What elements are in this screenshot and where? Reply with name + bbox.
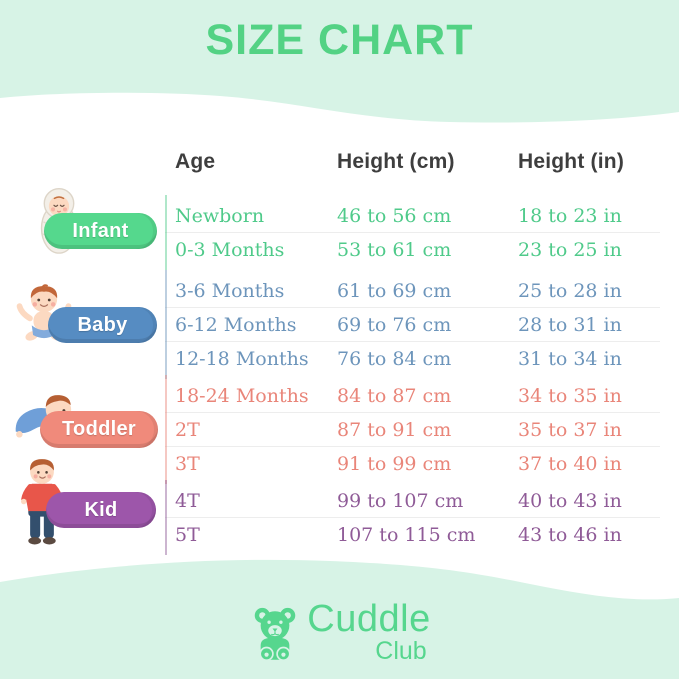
cell-age: 5T bbox=[175, 523, 200, 546]
kid-rows: 4T 99 to 107 cm 40 to 43 in 5T 107 to 11… bbox=[165, 480, 660, 555]
cell-height-cm: 99 to 107 cm bbox=[337, 489, 464, 512]
cell-height-in: 43 to 46 in bbox=[518, 523, 622, 546]
cell-height-cm: 84 to 87 cm bbox=[337, 384, 452, 407]
cell-height-in: 35 to 37 in bbox=[518, 418, 622, 441]
group-accent-line bbox=[165, 195, 167, 270]
table-row: 18-24 Months 84 to 87 cm 34 to 35 in bbox=[165, 379, 660, 412]
table-row: 3T 91 to 99 cm 37 to 40 in bbox=[165, 446, 660, 480]
column-header-height-cm: Height (cm) bbox=[337, 150, 455, 173]
cell-height-in: 18 to 23 in bbox=[518, 204, 622, 227]
cell-height-in: 37 to 40 in bbox=[518, 452, 622, 475]
cell-height-cm: 69 to 76 cm bbox=[337, 313, 452, 336]
cell-height-cm: 61 to 69 cm bbox=[337, 279, 452, 302]
cell-height-in: 40 to 43 in bbox=[518, 489, 622, 512]
cell-age: 12-18 Months bbox=[175, 347, 309, 370]
group-label-pill-toddler: Toddler bbox=[40, 411, 158, 448]
size-group-baby: Baby 3-6 Months 61 to 69 cm 25 to 28 in … bbox=[0, 270, 660, 379]
cell-age: 3-6 Months bbox=[175, 279, 285, 302]
cell-age: 18-24 Months bbox=[175, 384, 309, 407]
group-accent-line bbox=[165, 270, 167, 379]
table-row: 6-12 Months 69 to 76 cm 28 to 31 in bbox=[165, 307, 660, 341]
brand-name-line2: Club bbox=[375, 637, 427, 665]
brand-name-line1: Cuddle bbox=[307, 598, 431, 640]
cell-height-cm: 46 to 56 cm bbox=[337, 204, 452, 227]
table-row: 5T 107 to 115 cm 43 to 46 in bbox=[165, 517, 660, 551]
teddy-bear-icon bbox=[255, 607, 296, 661]
group-accent-line bbox=[165, 375, 167, 484]
cell-age: 2T bbox=[175, 418, 200, 441]
group-label-infant: Infant bbox=[72, 219, 129, 242]
cell-age: 6-12 Months bbox=[175, 313, 297, 336]
infant-rows: Newborn 46 to 56 cm 18 to 23 in 0-3 Mont… bbox=[165, 195, 660, 270]
table-row: 0-3 Months 53 to 61 cm 23 to 25 in bbox=[165, 232, 660, 266]
cell-height-in: 23 to 25 in bbox=[518, 238, 622, 261]
group-label-kid: Kid bbox=[84, 498, 118, 521]
table-row: 4T 99 to 107 cm 40 to 43 in bbox=[165, 484, 660, 517]
column-header-age: Age bbox=[175, 150, 216, 173]
cell-height-cm: 53 to 61 cm bbox=[337, 238, 452, 261]
group-label-pill-infant: Infant bbox=[44, 213, 157, 249]
cell-height-in: 25 to 28 in bbox=[518, 279, 622, 302]
cell-height-in: 28 to 31 in bbox=[518, 313, 622, 336]
toddler-rows: 18-24 Months 84 to 87 cm 34 to 35 in 2T … bbox=[165, 375, 660, 484]
column-header-height-in: Height (in) bbox=[518, 150, 625, 173]
size-group-kid: Kid 4T 99 to 107 cm 40 to 43 in 5T 107 t… bbox=[0, 459, 660, 555]
group-label-pill-baby: Baby bbox=[48, 307, 157, 343]
cell-height-cm: 76 to 84 cm bbox=[337, 347, 452, 370]
group-label-baby: Baby bbox=[77, 313, 128, 336]
table-row: Newborn 46 to 56 cm 18 to 23 in bbox=[165, 199, 660, 232]
baby-rows: 3-6 Months 61 to 69 cm 25 to 28 in 6-12 … bbox=[165, 270, 660, 379]
cell-age: 0-3 Months bbox=[175, 238, 285, 261]
table-row: 2T 87 to 91 cm 35 to 37 in bbox=[165, 412, 660, 446]
cell-height-cm: 87 to 91 cm bbox=[337, 418, 452, 441]
cell-age: 4T bbox=[175, 489, 200, 512]
table-row: 12-18 Months 76 to 84 cm 31 to 34 in bbox=[165, 341, 660, 375]
cell-age: 3T bbox=[175, 452, 200, 475]
brand-logo: Cuddle Club bbox=[0, 600, 679, 664]
cell-age: Newborn bbox=[175, 204, 265, 227]
cell-height-cm: 107 to 115 cm bbox=[337, 523, 476, 546]
cell-height-in: 34 to 35 in bbox=[518, 384, 622, 407]
table-row: 3-6 Months 61 to 69 cm 25 to 28 in bbox=[165, 274, 660, 307]
size-group-toddler: Toddler 18-24 Months 84 to 87 cm 34 to 3… bbox=[0, 375, 660, 484]
group-label-toddler: Toddler bbox=[62, 418, 136, 440]
page-title: SIZE CHART bbox=[205, 16, 474, 64]
cell-height-in: 31 to 34 in bbox=[518, 347, 622, 370]
cell-height-cm: 91 to 99 cm bbox=[337, 452, 452, 475]
brand-name: Cuddle Club bbox=[307, 600, 430, 664]
group-accent-line bbox=[165, 480, 167, 555]
table-header: Age Height (cm) Height (in) bbox=[165, 150, 660, 174]
size-group-infant: Infant Newborn 46 to 56 cm 18 to 23 in 0… bbox=[0, 188, 660, 270]
group-label-pill-kid: Kid bbox=[46, 492, 156, 528]
